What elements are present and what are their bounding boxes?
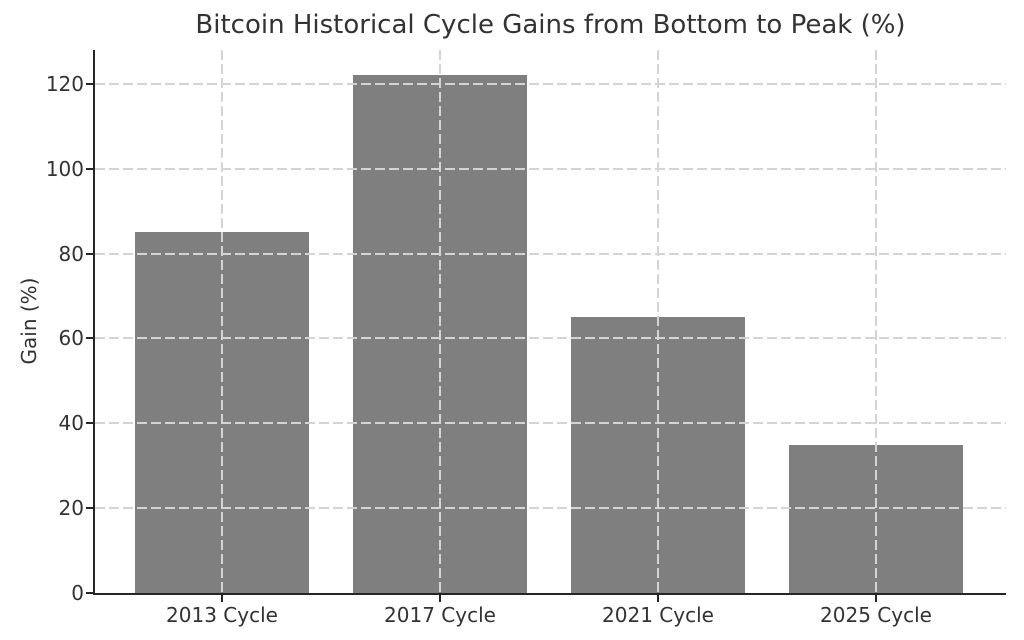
y-tick-120	[86, 82, 93, 85]
h-gridline-60	[95, 337, 1006, 340]
chart-title: Bitcoin Historical Cycle Gains from Bott…	[195, 10, 906, 40]
h-gridline-120	[95, 82, 1006, 85]
y-tick-40	[86, 422, 93, 425]
y-tick-0	[86, 592, 93, 594]
x-tick-3	[657, 595, 659, 602]
x-tick-4	[875, 595, 877, 602]
v-gridline-2	[439, 50, 441, 593]
v-gridline-3	[657, 50, 659, 593]
y-tick-label-60: 60	[58, 326, 84, 351]
x-tick-label-1: 2013 Cycle	[166, 603, 278, 627]
y-tick-100	[86, 167, 93, 170]
h-gridline-100	[95, 167, 1006, 170]
y-tick-80	[86, 252, 93, 255]
y-tick-20	[86, 507, 93, 510]
v-gridline-4	[875, 50, 877, 593]
x-tick-label-2: 2017 Cycle	[384, 603, 496, 627]
y-tick-label-20: 20	[58, 496, 84, 521]
x-tick-label-4: 2025 Cycle	[820, 603, 932, 627]
y-tick-label-100: 100	[45, 156, 84, 181]
h-gridline-40	[95, 422, 1006, 425]
x-tick-2	[439, 595, 441, 602]
y-axis-spine	[93, 50, 95, 595]
x-tick-label-3: 2021 Cycle	[602, 603, 714, 627]
h-gridline-20	[95, 507, 1006, 510]
h-gridline-80	[95, 252, 1006, 255]
v-gridline-1	[221, 50, 223, 593]
x-axis-spine	[93, 593, 1006, 595]
y-tick-label-120: 120	[45, 71, 84, 96]
x-tick-1	[221, 595, 223, 602]
y-tick-label-80: 80	[58, 241, 84, 266]
y-tick-label-0: 0	[71, 581, 84, 605]
y-tick-60	[86, 337, 93, 340]
y-tick-label-40: 40	[58, 411, 84, 436]
